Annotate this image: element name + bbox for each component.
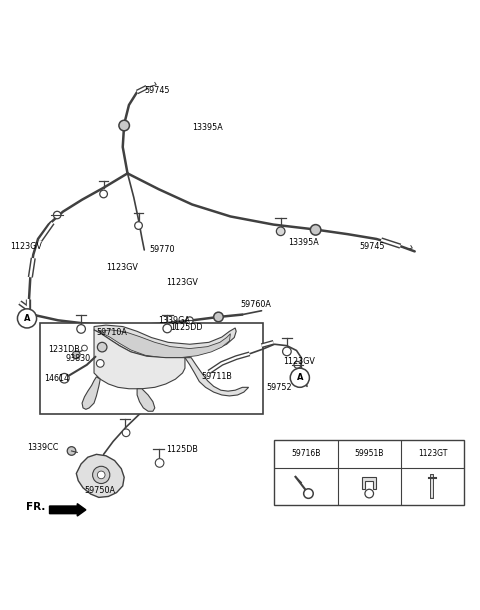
Polygon shape bbox=[94, 330, 185, 389]
Text: 59752: 59752 bbox=[266, 383, 292, 392]
Polygon shape bbox=[82, 377, 100, 409]
Text: FR.: FR. bbox=[25, 502, 45, 512]
Polygon shape bbox=[76, 454, 124, 497]
Text: 59745: 59745 bbox=[360, 242, 385, 251]
Circle shape bbox=[294, 361, 301, 368]
Polygon shape bbox=[137, 389, 155, 411]
Text: 59745: 59745 bbox=[144, 87, 170, 95]
Text: 59710A: 59710A bbox=[96, 328, 127, 337]
Circle shape bbox=[77, 325, 85, 333]
Polygon shape bbox=[185, 357, 249, 396]
Circle shape bbox=[97, 471, 105, 479]
Text: 1123GV: 1123GV bbox=[106, 264, 138, 273]
Text: 1123GT: 1123GT bbox=[418, 450, 447, 458]
Text: 1339CC: 1339CC bbox=[27, 443, 59, 453]
Text: 93830: 93830 bbox=[65, 354, 90, 364]
Circle shape bbox=[311, 224, 321, 235]
Circle shape bbox=[283, 347, 291, 356]
Circle shape bbox=[122, 429, 130, 437]
Text: 14614: 14614 bbox=[44, 373, 69, 382]
Circle shape bbox=[119, 120, 130, 131]
Text: 59770: 59770 bbox=[149, 245, 175, 254]
Circle shape bbox=[82, 345, 87, 351]
Circle shape bbox=[60, 373, 69, 383]
Circle shape bbox=[96, 359, 104, 367]
Text: 1125DB: 1125DB bbox=[166, 445, 198, 454]
Polygon shape bbox=[94, 325, 236, 357]
Text: 1123GV: 1123GV bbox=[283, 357, 315, 366]
Text: 1231DB: 1231DB bbox=[48, 345, 80, 354]
Circle shape bbox=[17, 309, 36, 328]
Text: A: A bbox=[297, 373, 303, 382]
Bar bbox=[275, 440, 464, 505]
Text: 59750A: 59750A bbox=[84, 487, 116, 495]
Text: 1339GA: 1339GA bbox=[158, 316, 191, 325]
Text: 59711B: 59711B bbox=[202, 371, 233, 381]
Text: 1125DD: 1125DD bbox=[170, 323, 203, 332]
Circle shape bbox=[276, 227, 285, 235]
Circle shape bbox=[186, 317, 193, 324]
Circle shape bbox=[135, 221, 143, 229]
Bar bbox=[40, 323, 263, 414]
Text: 59760A: 59760A bbox=[240, 300, 271, 309]
Text: 1123GV: 1123GV bbox=[166, 278, 198, 287]
Circle shape bbox=[214, 312, 223, 321]
FancyArrow shape bbox=[49, 504, 86, 516]
Text: 13395A: 13395A bbox=[288, 238, 319, 246]
Polygon shape bbox=[362, 477, 376, 489]
Circle shape bbox=[100, 190, 108, 198]
Circle shape bbox=[290, 368, 310, 387]
Circle shape bbox=[93, 466, 110, 484]
Text: 59951B: 59951B bbox=[355, 450, 384, 458]
Circle shape bbox=[97, 342, 107, 352]
Circle shape bbox=[163, 324, 171, 333]
Circle shape bbox=[53, 211, 61, 219]
Text: 59716B: 59716B bbox=[291, 450, 321, 458]
Circle shape bbox=[72, 351, 80, 359]
Text: A: A bbox=[24, 314, 30, 323]
Text: 13395A: 13395A bbox=[192, 123, 223, 132]
Circle shape bbox=[304, 489, 313, 498]
Polygon shape bbox=[99, 330, 230, 357]
Text: 1123GV: 1123GV bbox=[10, 242, 42, 251]
Circle shape bbox=[67, 447, 76, 455]
Circle shape bbox=[156, 459, 164, 467]
Circle shape bbox=[365, 489, 373, 498]
